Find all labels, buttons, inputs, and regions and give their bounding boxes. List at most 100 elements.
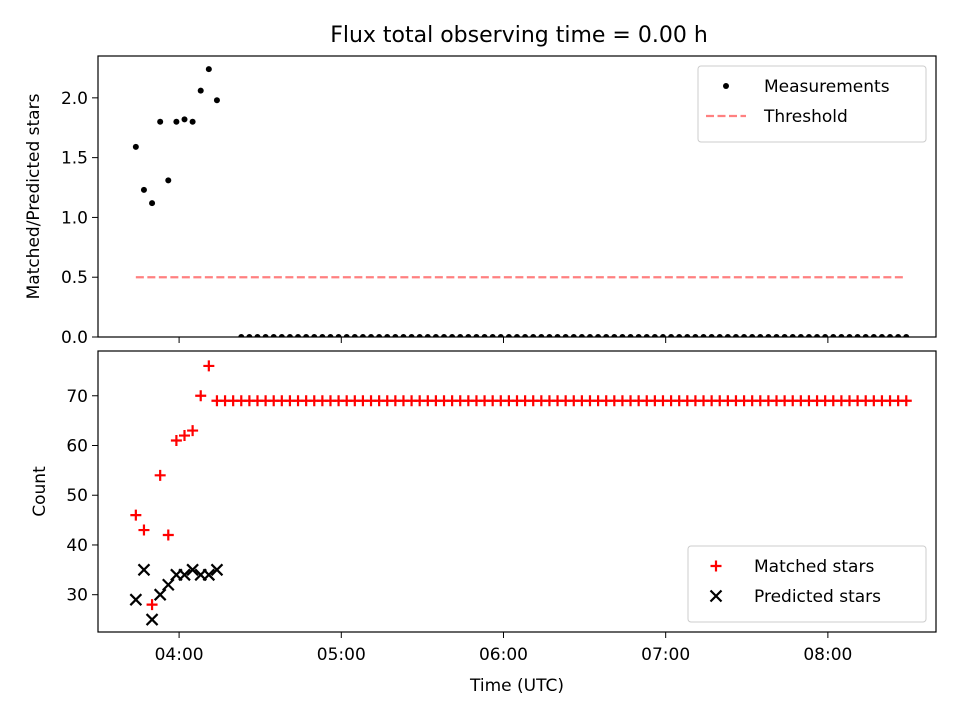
measurement-point	[424, 334, 431, 337]
measurement-point	[773, 334, 780, 337]
measurement-point	[278, 334, 285, 337]
measurement-point	[359, 334, 366, 337]
measurement-point	[351, 334, 358, 337]
top-plot: 0.0 0.5 1.0 1.5 2.0 Measurements Threshold	[61, 65, 927, 348]
chart-title: Flux total observing time = 0.00 h	[330, 23, 708, 48]
y-tick-label: 0.5	[61, 268, 88, 288]
legend-marker-x	[709, 589, 723, 603]
measurement-point	[619, 334, 626, 337]
measurement-point	[481, 334, 488, 337]
measurement-point	[595, 334, 602, 337]
measurement-point	[627, 334, 634, 337]
measurement-point	[538, 334, 545, 337]
x-axis-label: Time (UTC)	[469, 676, 564, 696]
measurement-point	[546, 334, 553, 337]
measurement-point	[392, 334, 399, 337]
legend-label: Predicted stars	[754, 587, 881, 607]
y-tick-label: 60	[66, 436, 88, 456]
measurement-point	[489, 334, 496, 337]
measurement-point	[684, 334, 691, 337]
x-tick-label: 05:00	[317, 645, 366, 665]
measurement-point	[757, 334, 764, 337]
measurement-point	[327, 334, 334, 337]
measurement-point	[205, 66, 212, 73]
measurement-point	[197, 87, 204, 94]
measurement-point	[805, 334, 812, 337]
measurement-point	[457, 334, 464, 337]
bottom-y-axis-label: Count	[30, 466, 50, 517]
top-legend: Measurements Threshold	[697, 65, 927, 143]
measurement-point	[432, 334, 439, 337]
x-tick-label: 04:00	[155, 645, 204, 665]
measurement-point	[830, 334, 837, 337]
measurement-point	[449, 334, 456, 337]
y-tick-label: 0.0	[61, 328, 88, 348]
measurement-point	[765, 334, 772, 337]
measurement-point	[441, 334, 448, 337]
predicted-star-point	[178, 568, 191, 582]
y-tick-label: 50	[66, 486, 88, 506]
measurement-point	[586, 334, 593, 337]
y-tick-label: 1.5	[61, 149, 88, 169]
measurement-point	[692, 334, 699, 337]
measurement-point	[213, 97, 220, 104]
measurement-point	[676, 334, 683, 337]
x-tick-label: 07:00	[641, 645, 690, 665]
matched-star-point	[146, 599, 158, 611]
measurement-point	[903, 334, 910, 337]
measurement-point	[789, 334, 796, 337]
matched-star-point	[195, 390, 207, 402]
measurement-point	[611, 334, 618, 337]
measurement-point	[635, 334, 642, 337]
top-y-axis-label: Matched/Predicted stars	[24, 93, 44, 299]
measurement-point	[862, 334, 869, 337]
measurement-point	[668, 334, 675, 337]
measurement-point	[749, 334, 756, 337]
measurement-point	[400, 334, 407, 337]
measurement-point	[708, 334, 715, 337]
measurement-point	[554, 334, 561, 337]
y-tick-label: 30	[66, 586, 88, 606]
matched-star-point	[900, 395, 912, 407]
measurement-point	[246, 334, 253, 337]
measurement-point	[465, 334, 472, 337]
measurement-point	[887, 334, 894, 337]
measurement-point	[303, 334, 310, 337]
matched-star-point	[170, 435, 182, 447]
measurement-point	[741, 334, 748, 337]
matched-star-point	[179, 430, 191, 442]
measurement-point	[384, 334, 391, 337]
plot-marks	[129, 360, 912, 626]
bottom-legend: Matched stars Predicted stars	[687, 545, 927, 623]
matched-star-point	[154, 469, 166, 481]
measurement-point	[416, 334, 423, 337]
measurement-point	[376, 334, 383, 337]
predicted-star-point	[145, 613, 159, 626]
measurement-point	[878, 334, 885, 337]
measurement-point	[814, 334, 821, 337]
measurement-point	[335, 334, 342, 337]
legend-label: Matched stars	[754, 557, 874, 577]
measurement-point	[165, 177, 172, 184]
legend-marker-plus	[710, 560, 722, 572]
measurement-point	[254, 334, 261, 337]
matched-star-point	[187, 425, 199, 437]
measurement-point	[132, 143, 139, 150]
measurement-point	[408, 334, 415, 337]
measurement-point	[270, 334, 277, 337]
measurement-point	[562, 334, 569, 337]
y-tick-label: 1.0	[61, 208, 88, 228]
measurement-point	[895, 334, 902, 337]
matched-star-point	[130, 509, 142, 521]
predicted-star-point	[202, 568, 216, 582]
predicted-star-point	[186, 563, 199, 577]
measurement-point	[854, 334, 861, 337]
legend-box	[687, 545, 927, 623]
measurement-point	[189, 118, 196, 125]
measurement-point	[343, 334, 350, 337]
legend-label: Threshold	[763, 107, 848, 127]
legend-label: Measurements	[764, 77, 890, 97]
measurement-point	[578, 334, 585, 337]
measurement-point	[603, 334, 610, 337]
